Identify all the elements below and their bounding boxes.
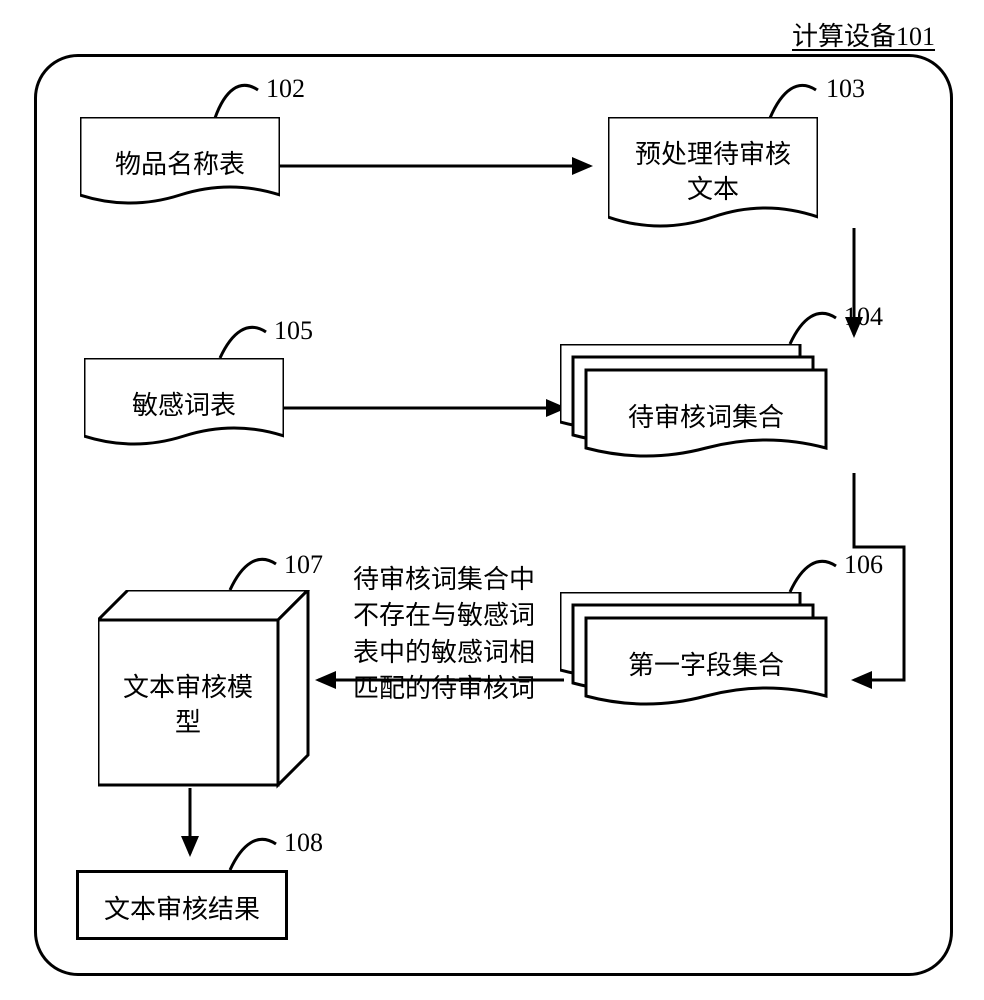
node-103-label: 预处理待审核 文本 [608,137,818,207]
arrow-104-106 [854,473,904,680]
node-104-label: 待审核词集合 [586,400,826,435]
node-102: 物品名称表 [80,117,280,212]
node-107-label: 文本审核模 型 [98,670,278,740]
node-106: 第一字段集合 [560,592,852,722]
node-105-label: 敏感词表 [84,388,284,423]
node-102-label: 物品名称表 [80,147,280,182]
node-107: 文本审核模 型 [98,590,318,790]
node-106-label: 第一字段集合 [586,648,826,683]
diagram-canvas: 计算设备101 102 103 105 104 107 106 108 [0,0,984,1000]
node-103: 预处理待审核 文本 [608,117,818,235]
node-104: 待审核词集合 [560,344,852,474]
node-108-label: 文本审核结果 [76,892,288,927]
node-108: 文本审核结果 [76,870,288,940]
node-105: 敏感词表 [84,358,284,453]
condition-text: 待审核词集合中 不存在与敏感词 表中的敏感词相 匹配的待审核词 [334,562,554,708]
